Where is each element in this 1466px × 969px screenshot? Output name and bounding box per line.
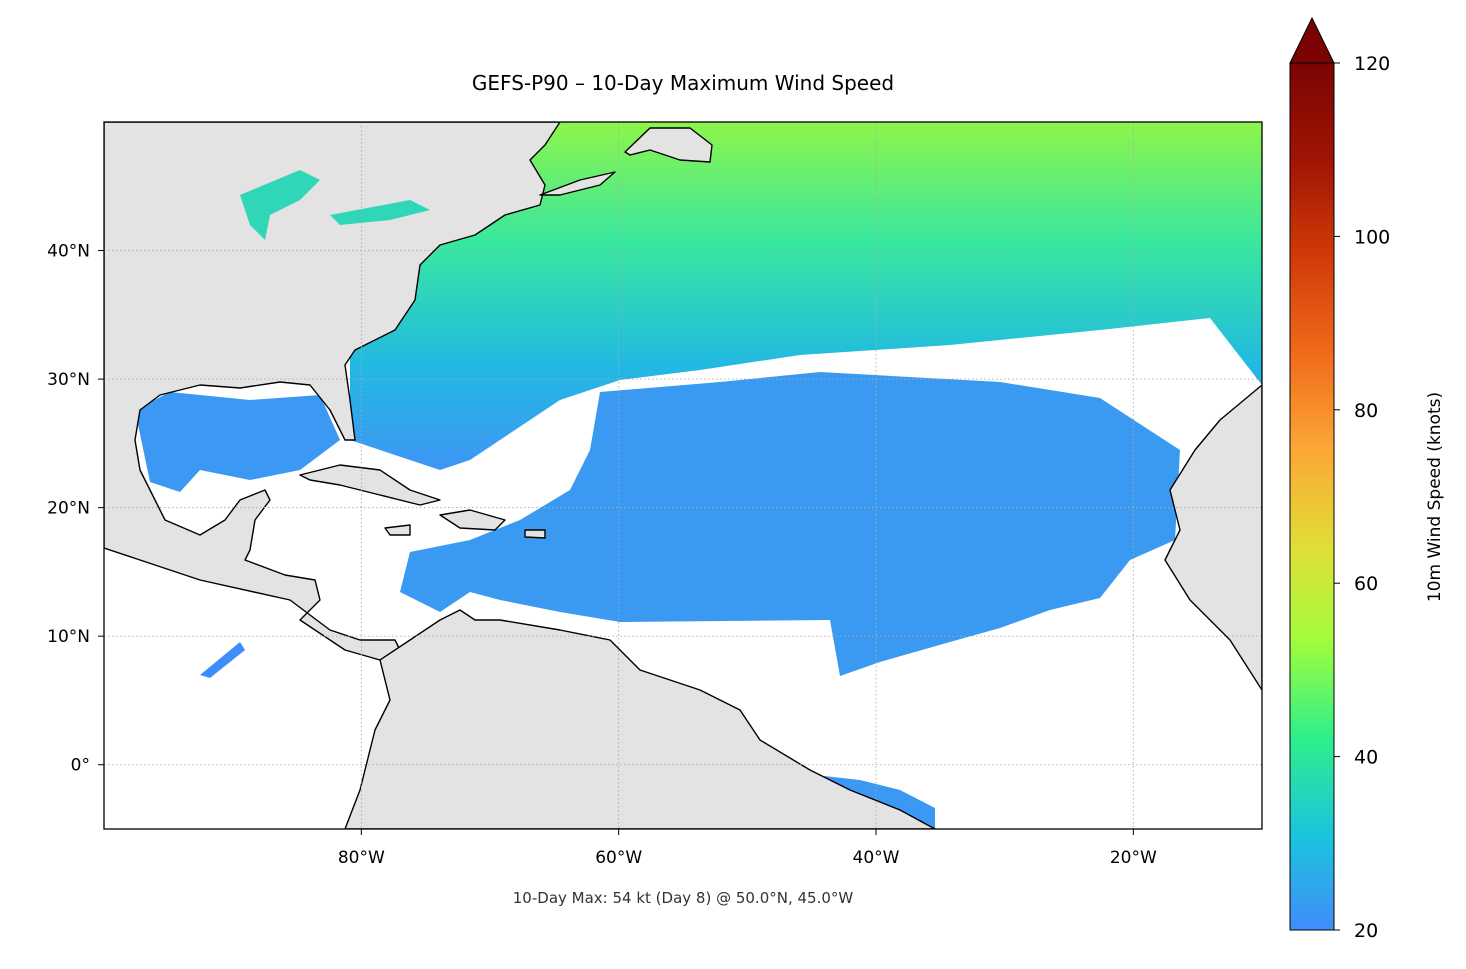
map-axes: 80°W 60°W 40°W 20°W 0° 10°N 20°N 30°N 40°N [47,122,1262,868]
land [384,524,411,536]
land [624,127,713,163]
colorbar-label: 10m Wind Speed (knots) [1425,392,1445,602]
land [344,609,936,829]
lake [240,170,320,240]
x-tick-label: 40°W [853,848,900,868]
colorbar-tick-label: 40 [1354,747,1378,769]
wind-field [135,392,340,492]
x-tick-label: 60°W [595,848,642,868]
y-tick-label: 10°N [47,627,90,647]
y-tick-label: 30°N [47,370,90,390]
wind-field [200,642,245,678]
annotation: 10-Day Max: 54 kt (Day 8) @ 50.0°N, 45.0… [513,889,854,907]
land [299,464,441,506]
land [1164,384,1262,691]
land [439,509,506,531]
map-frame [103,121,1263,830]
y-tick-label: 40°N [47,242,90,262]
colorbar-tick-label: 20 [1354,920,1378,942]
x-tick-label: 20°W [1110,848,1157,868]
colorbar-tick-label: 60 [1354,573,1378,595]
lake [330,200,430,225]
colorbar-tick-label: 120 [1354,53,1390,75]
map-field [104,122,1262,829]
colorbar-tick-label: 80 [1354,400,1378,422]
y-tick-label: 20°N [47,499,90,519]
wind-field [400,372,1180,676]
x-tick-label: 80°W [338,848,385,868]
colorbar-extend [1289,16,1335,64]
colorbar [1289,62,1335,931]
land [539,171,616,196]
colorbar-tick-label: 100 [1354,226,1390,248]
map-title: GEFS-P90 – 10-Day Maximum Wind Speed [472,71,894,95]
y-tick-label: 0° [71,756,90,776]
land [524,529,546,539]
